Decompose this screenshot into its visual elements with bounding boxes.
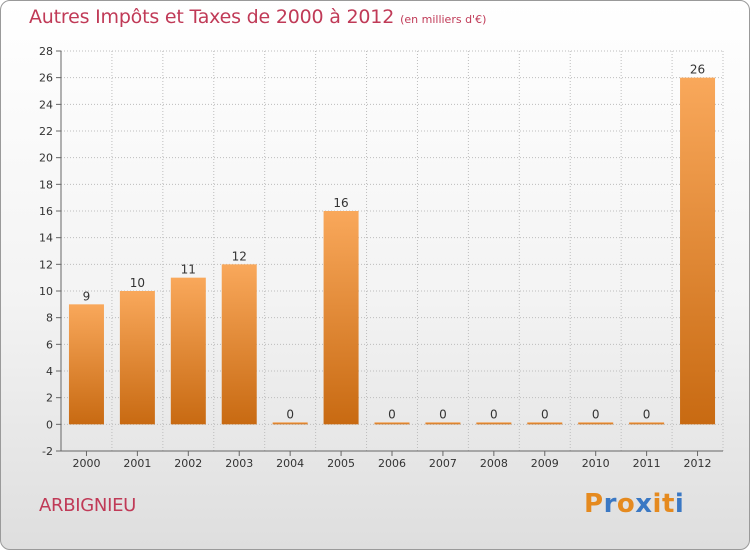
data-label: 11 (181, 263, 196, 277)
bar (272, 422, 308, 425)
y-tick-label: 28 (39, 45, 53, 58)
data-label: 9 (83, 289, 91, 303)
data-label: 0 (439, 407, 447, 421)
data-label: 12 (232, 249, 247, 263)
grid-lines (60, 50, 724, 452)
bar (323, 211, 359, 425)
bar (629, 422, 665, 425)
proxiti-logo: Proxiti (584, 489, 684, 519)
x-tick-label: 2001 (123, 457, 151, 470)
bar (527, 422, 563, 425)
x-tick-label: 2003 (225, 457, 253, 470)
data-label: 0 (286, 407, 294, 421)
chart-subtitle: (en milliers d'€) (400, 13, 487, 26)
y-tick-label: 8 (46, 312, 53, 325)
x-tick-label: 2004 (276, 457, 304, 470)
x-tick-label: 2011 (633, 457, 661, 470)
logo-letter: i (674, 489, 685, 519)
data-label: 0 (592, 407, 600, 421)
y-tick-label: 0 (46, 418, 53, 431)
y-tick-label: 18 (39, 178, 53, 191)
data-label: 10 (130, 276, 145, 290)
data-label: 0 (388, 407, 396, 421)
y-tick-label: 4 (46, 365, 53, 378)
y-tick-label: 20 (39, 152, 53, 165)
logo-letter: r (603, 489, 617, 519)
logo-letter: x (635, 489, 653, 519)
y-tick-label: 6 (46, 338, 53, 351)
bar (374, 422, 410, 425)
x-tick-label: 2012 (684, 457, 712, 470)
bar (68, 304, 104, 425)
bar (221, 264, 257, 425)
bar (170, 277, 206, 425)
y-tick-label: -2 (42, 445, 53, 458)
x-tick-label: 2007 (429, 457, 457, 470)
data-label: 0 (541, 407, 549, 421)
logo-letter: t (661, 489, 675, 519)
labels: -202468101214161820222426289200010200111… (39, 45, 712, 470)
bar (119, 291, 155, 425)
bar (476, 422, 512, 425)
y-tick-label: 10 (39, 285, 53, 298)
place-name: ARBIGNIEU (39, 495, 137, 516)
logo-letter: o (616, 489, 636, 519)
logo-letter: P (584, 489, 604, 519)
x-tick-label: 2010 (582, 457, 610, 470)
bar (425, 422, 461, 425)
y-tick-label: 12 (39, 258, 53, 271)
data-label: 0 (643, 407, 651, 421)
y-tick-label: 16 (39, 205, 53, 218)
y-tick-label: 26 (39, 72, 53, 85)
y-tick-label: 14 (39, 232, 53, 245)
bar (680, 77, 716, 425)
data-label: 16 (333, 196, 348, 210)
y-tick-label: 2 (46, 392, 53, 405)
data-label: 26 (690, 63, 705, 77)
x-tick-label: 2008 (480, 457, 508, 470)
logo-letter: i (652, 489, 662, 519)
chart-title: Autres Impôts et Taxes de 2000 à 2012 (en… (29, 6, 486, 28)
chart-title-text: Autres Impôts et Taxes de 2000 à 2012 (29, 6, 395, 28)
x-tick-label: 2005 (327, 457, 355, 470)
x-tick-label: 2009 (531, 457, 559, 470)
x-tick-label: 2000 (72, 457, 100, 470)
y-tick-label: 24 (39, 98, 53, 111)
x-tick-label: 2006 (378, 457, 406, 470)
data-label: 0 (490, 407, 498, 421)
bars (68, 77, 716, 425)
x-tick-label: 2002 (174, 457, 202, 470)
bar (578, 422, 614, 425)
axes (56, 50, 723, 456)
y-tick-label: 22 (39, 125, 53, 138)
